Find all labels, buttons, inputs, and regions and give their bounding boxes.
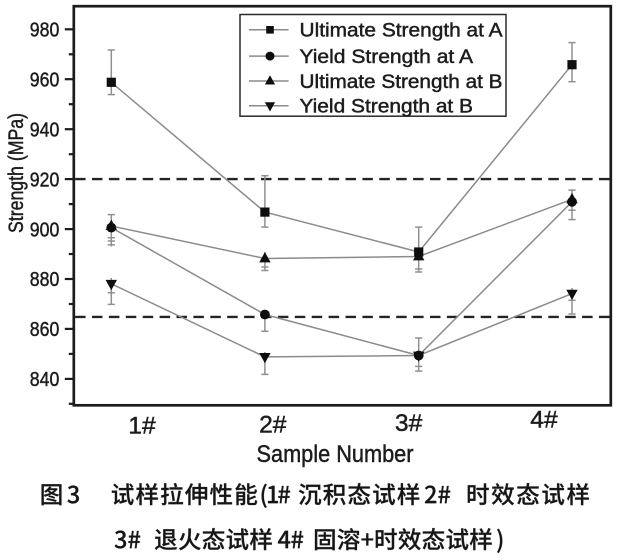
svg-text:960: 960	[30, 69, 60, 91]
svg-text:1#: 1#	[128, 412, 156, 439]
svg-text:900: 900	[30, 219, 60, 241]
svg-text:4#: 4#	[530, 407, 558, 434]
svg-text:Yield Strength at A: Yield Strength at A	[300, 47, 474, 68]
svg-text:860: 860	[30, 319, 60, 341]
svg-text:940: 940	[30, 119, 60, 141]
svg-text:980: 980	[30, 20, 60, 42]
svg-text:Sample Number: Sample Number	[257, 441, 414, 468]
svg-text:880: 880	[30, 269, 60, 291]
svg-text:840: 840	[30, 369, 60, 391]
svg-text:3#: 3#	[395, 410, 423, 437]
svg-text:2#: 2#	[259, 411, 287, 438]
svg-text:920: 920	[30, 169, 60, 191]
svg-text:Ultimate Strength at B: Ultimate Strength at B	[300, 72, 503, 93]
svg-text:Yield Strength at B: Yield Strength at B	[300, 97, 474, 118]
svg-text:Strength (MPa): Strength (MPa)	[5, 113, 28, 233]
svg-text:Ultimate Strength at A: Ultimate Strength at A	[300, 21, 503, 42]
